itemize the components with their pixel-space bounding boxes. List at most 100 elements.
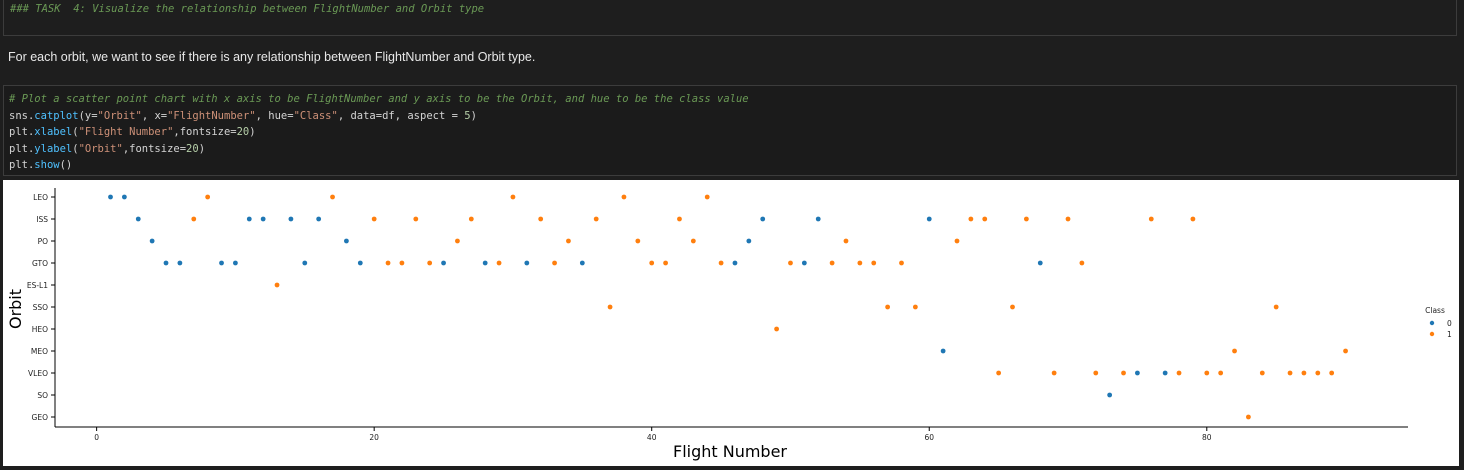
data-point [108, 194, 113, 200]
data-point [399, 260, 405, 266]
data-point [607, 304, 613, 310]
data-point [1162, 370, 1168, 376]
data-point [982, 216, 988, 222]
data-point [1287, 370, 1293, 376]
code-comment: # Plot a scatter point chart with x axis… [9, 93, 749, 105]
data-point [663, 260, 668, 266]
data-point [538, 216, 544, 222]
data-point [566, 238, 571, 244]
data-point [788, 260, 793, 266]
data-point [1301, 370, 1307, 376]
data-point [1190, 216, 1196, 222]
data-point [385, 260, 391, 266]
data-point [1023, 216, 1029, 222]
data-point [1107, 392, 1113, 398]
y-tick-label: ISS [36, 215, 48, 224]
x-tick-label: 80 [1202, 433, 1212, 442]
data-point [1065, 216, 1071, 222]
x-tick-label: 20 [369, 433, 379, 442]
scatter-chart: LEO ISS PO GTO ES-L1 SSO HEO MEO VLEO SO GEO 0 20 40… [6, 188, 1452, 461]
data-point [163, 260, 169, 266]
y-tick-label: SO [37, 391, 48, 400]
data-point [316, 216, 322, 222]
data-point [1037, 260, 1043, 266]
y-tick-label: LEO [33, 193, 48, 202]
data-point [926, 216, 932, 222]
x-axis: 0 20 40 60 80 [55, 426, 1408, 442]
markdown-paragraph: For each orbit, we want to see if there … [8, 50, 536, 64]
data-point [746, 238, 752, 244]
data-point [1204, 370, 1210, 376]
chart-points [108, 194, 1348, 420]
data-point [413, 216, 419, 222]
y-tick-label: ES-L1 [27, 281, 48, 290]
data-point [912, 304, 918, 310]
data-point [1273, 304, 1279, 310]
data-point [996, 370, 1002, 376]
code-line-1: sns.catplot(y="Orbit", x="FlightNumber",… [9, 109, 477, 122]
data-point [468, 216, 474, 222]
data-point [579, 260, 585, 266]
data-point [357, 260, 363, 266]
data-point [968, 216, 974, 222]
data-point [524, 260, 530, 266]
legend-marker [1429, 331, 1435, 337]
x-tick-label: 40 [647, 433, 657, 442]
data-point [732, 260, 738, 266]
y-tick-label: VLEO [28, 369, 48, 378]
data-point [718, 260, 724, 266]
data-point [1218, 370, 1224, 376]
code-cell[interactable]: # Plot a scatter point chart with x axis… [3, 85, 1457, 176]
x-tick-label: 0 [94, 433, 99, 442]
data-point [288, 216, 294, 222]
data-point [1315, 370, 1321, 376]
data-point [121, 194, 127, 200]
data-point [899, 260, 904, 266]
data-point [1079, 260, 1085, 266]
legend-title: Class [1425, 306, 1445, 315]
legend-entry: 1 [1447, 330, 1452, 339]
data-point [704, 194, 710, 200]
data-point [427, 260, 433, 266]
markdown-cell-text: ### TASK 4: Visualize the relationship b… [10, 3, 485, 15]
data-point [940, 348, 946, 354]
data-point [635, 238, 641, 244]
data-point [1093, 370, 1099, 376]
data-point [246, 216, 252, 222]
data-point [344, 238, 349, 244]
y-tick-label: MEO [31, 347, 48, 356]
code-editor[interactable]: # Plot a scatter point chart with x axis… [9, 91, 749, 174]
cell-output: LEO ISS PO GTO ES-L1 SSO HEO MEO VLEO SO GEO 0 20 40… [3, 180, 1459, 466]
y-axis-label: Orbit [6, 289, 25, 329]
code-line-3: plt.ylabel("Orbit",fontsize=20) [9, 142, 206, 155]
markdown-cell[interactable]: ### TASK 4: Visualize the relationship b… [3, 0, 1457, 36]
data-point [1121, 370, 1126, 376]
data-point [1176, 370, 1182, 376]
data-point [441, 260, 446, 266]
data-point [621, 194, 627, 200]
y-tick-label: GTO [32, 259, 48, 268]
legend-marker [1429, 320, 1435, 326]
data-point [302, 260, 308, 266]
data-point [1259, 370, 1265, 376]
data-point [760, 216, 766, 222]
data-point [801, 260, 807, 266]
data-point [1051, 370, 1057, 376]
y-tick-label: GEO [32, 413, 49, 422]
data-point [857, 260, 863, 266]
data-point [774, 326, 779, 332]
data-point [1246, 414, 1251, 420]
data-point [149, 238, 155, 244]
data-point [482, 260, 488, 266]
data-point [219, 260, 224, 266]
data-point [455, 238, 460, 244]
data-point [593, 216, 599, 222]
legend-entry: 0 [1447, 319, 1452, 328]
data-point [1232, 348, 1237, 354]
data-point [1343, 348, 1348, 354]
data-point [135, 216, 141, 222]
data-point [552, 260, 557, 266]
data-point [1010, 304, 1015, 310]
data-point [274, 282, 280, 288]
